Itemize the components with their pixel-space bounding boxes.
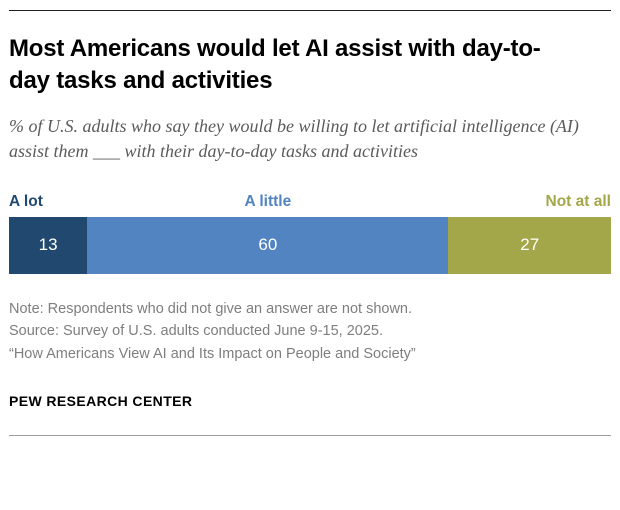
bar-segment-a-lot: 13 (9, 216, 88, 274)
segment-label-a-lot: A lot (9, 192, 43, 210)
segment-label-not-at-all: Not at all (545, 192, 611, 210)
bar-labels-row: A lot A little Not at all (9, 193, 611, 211)
page-title: Most Americans would let AI assist with … (9, 35, 541, 95)
chart-subtitle: % of U.S. adults who say they would be w… (9, 115, 579, 162)
pew-research-center-wordmark: PEW RESEARCH CENTER (9, 393, 193, 410)
segment-label-a-little: A little (244, 192, 292, 210)
segment-value-a-little: 60 (258, 235, 278, 255)
segment-value-not-at-all: 27 (520, 235, 540, 255)
note-line: Note: Respondents who did not give an an… (9, 300, 413, 317)
report-title-line: “How Americans View AI and Its Impact on… (9, 345, 416, 362)
notes-block: Note: Respondents who did not give an an… (9, 298, 611, 365)
bar-segment-a-little: 60 (87, 216, 449, 274)
bottom-rule (9, 435, 611, 437)
bar-segment-not-at-all: 27 (448, 216, 611, 274)
source-line: Source: Survey of U.S. adults conducted … (9, 323, 384, 340)
segment-value-a-lot: 13 (38, 235, 58, 255)
top-rule (9, 10, 611, 11)
stacked-bar: 13 60 27 (9, 216, 611, 274)
